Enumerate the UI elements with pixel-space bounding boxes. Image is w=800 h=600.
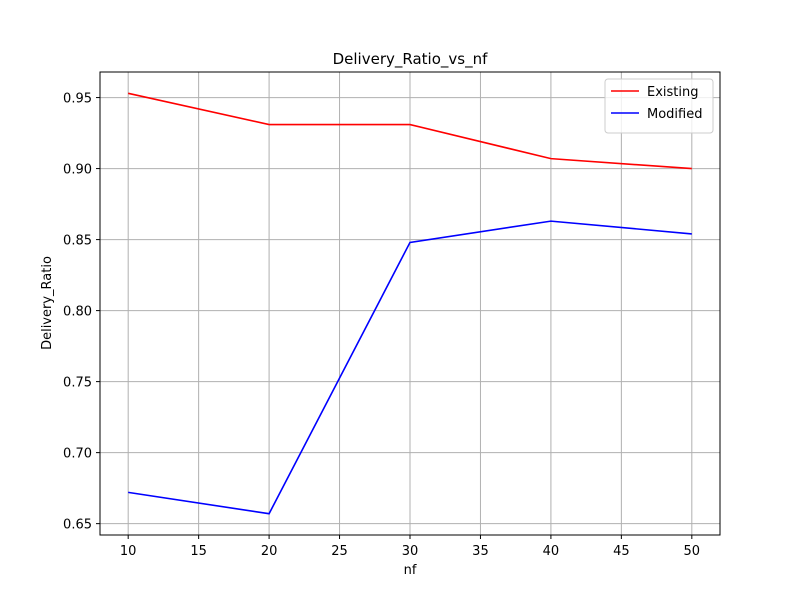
x-tick-label: 25 <box>331 544 348 559</box>
x-tick-label: 50 <box>684 544 701 559</box>
y-tick-label: 0.95 <box>63 92 92 107</box>
x-tick-label: 30 <box>402 544 419 559</box>
x-tick-label: 45 <box>613 544 630 559</box>
x-axis-title: nf <box>404 563 417 578</box>
y-axis-title: Delivery_Ratio <box>40 256 55 350</box>
y-tick-label: 0.65 <box>63 518 92 533</box>
x-tick-label: 10 <box>120 544 137 559</box>
y-tick-label: 0.70 <box>63 447 92 462</box>
y-tick-label: 0.75 <box>63 376 92 391</box>
chart-title: Delivery_Ratio_vs_nf <box>333 50 488 69</box>
legend-label-modified: Modified <box>647 107 702 122</box>
legend-box <box>604 78 714 134</box>
x-tick-label: 20 <box>261 544 278 559</box>
y-tick-label: 0.90 <box>63 163 92 178</box>
legend-label-existing: Existing <box>647 85 699 100</box>
x-tick-label: 40 <box>543 544 560 559</box>
series-line-existing <box>128 92 692 170</box>
x-tick-label: 15 <box>190 544 207 559</box>
x-tick-label: 35 <box>472 544 489 559</box>
ticks: 10 15 20 25 30 35 40 45 50 0.65 0.70 0.75 0.80 0.85 0.… <box>63 92 700 559</box>
series-line-modified <box>128 220 692 515</box>
y-tick-label: 0.80 <box>63 305 92 320</box>
y-tick-label: 0.85 <box>63 234 92 249</box>
grid <box>100 72 720 535</box>
legend: Existing Modified <box>604 78 714 134</box>
series-lines <box>128 92 692 515</box>
